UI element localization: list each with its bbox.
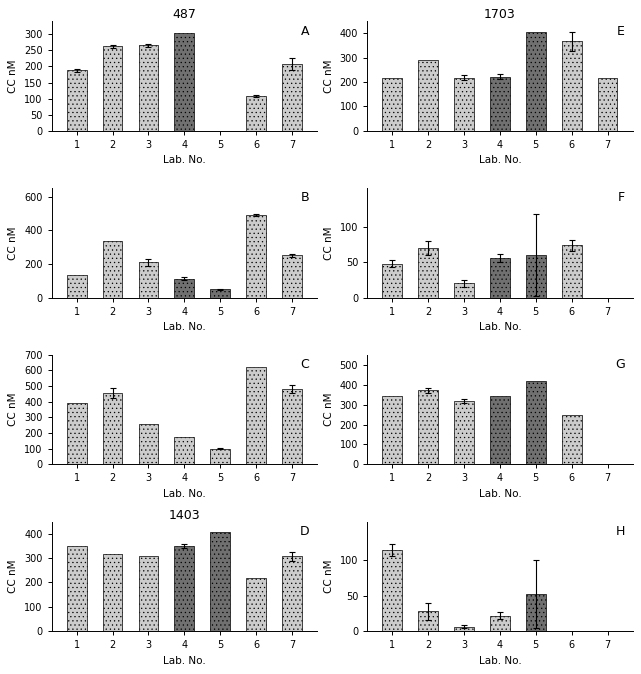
Title: 1403: 1403 xyxy=(169,509,200,522)
Text: A: A xyxy=(301,25,309,38)
Bar xyxy=(246,367,266,464)
Text: F: F xyxy=(617,191,625,204)
Bar xyxy=(454,401,474,464)
Text: D: D xyxy=(299,525,309,538)
Bar xyxy=(210,532,230,631)
Bar xyxy=(103,393,122,464)
Bar xyxy=(490,77,510,131)
Bar xyxy=(383,396,402,464)
Y-axis label: CC nM: CC nM xyxy=(8,226,19,259)
Bar xyxy=(103,47,122,131)
Bar xyxy=(174,278,194,297)
Bar xyxy=(526,32,545,131)
Text: E: E xyxy=(617,25,625,38)
X-axis label: Lab. No.: Lab. No. xyxy=(479,322,521,332)
X-axis label: Lab. No.: Lab. No. xyxy=(163,656,206,666)
X-axis label: Lab. No.: Lab. No. xyxy=(479,656,521,666)
Bar xyxy=(419,611,438,631)
Bar xyxy=(103,241,122,297)
Y-axis label: CC nM: CC nM xyxy=(8,559,19,593)
Title: 487: 487 xyxy=(172,8,196,22)
Bar xyxy=(562,41,581,131)
Bar xyxy=(246,96,266,131)
Bar xyxy=(174,547,194,631)
Bar xyxy=(282,390,302,464)
Y-axis label: CC nM: CC nM xyxy=(8,393,19,427)
Text: B: B xyxy=(301,191,309,204)
Bar xyxy=(67,547,87,631)
Bar xyxy=(138,424,158,464)
Bar xyxy=(246,578,266,631)
Bar xyxy=(383,550,402,631)
Bar xyxy=(526,594,545,631)
Bar xyxy=(454,284,474,297)
Y-axis label: CC nM: CC nM xyxy=(324,559,334,593)
Bar xyxy=(490,396,510,464)
X-axis label: Lab. No.: Lab. No. xyxy=(479,156,521,165)
Bar xyxy=(246,215,266,297)
Bar xyxy=(526,255,545,297)
Bar xyxy=(282,556,302,631)
Bar xyxy=(138,556,158,631)
Bar xyxy=(174,32,194,131)
Bar xyxy=(454,78,474,131)
Y-axis label: CC nM: CC nM xyxy=(324,393,334,427)
Bar xyxy=(597,78,617,131)
Bar xyxy=(282,255,302,297)
X-axis label: Lab. No.: Lab. No. xyxy=(163,322,206,332)
Y-axis label: CC nM: CC nM xyxy=(8,59,19,93)
Bar xyxy=(383,78,402,131)
X-axis label: Lab. No.: Lab. No. xyxy=(479,489,521,499)
Bar xyxy=(67,275,87,297)
Text: G: G xyxy=(615,358,625,371)
X-axis label: Lab. No.: Lab. No. xyxy=(163,489,206,499)
Bar xyxy=(419,248,438,297)
Bar xyxy=(210,449,230,464)
Bar xyxy=(138,45,158,131)
Bar xyxy=(383,264,402,297)
Bar xyxy=(419,390,438,464)
Bar xyxy=(562,245,581,297)
Bar xyxy=(138,262,158,297)
Y-axis label: CC nM: CC nM xyxy=(324,59,334,93)
Bar xyxy=(419,60,438,131)
Bar xyxy=(67,402,87,464)
Bar xyxy=(282,64,302,131)
Y-axis label: CC nM: CC nM xyxy=(324,226,334,259)
Bar xyxy=(562,415,581,464)
Title: 1703: 1703 xyxy=(484,8,516,22)
Text: C: C xyxy=(301,358,309,371)
Bar xyxy=(174,437,194,464)
Bar xyxy=(490,615,510,631)
Bar xyxy=(210,289,230,297)
Bar xyxy=(490,258,510,297)
Bar xyxy=(526,381,545,464)
Bar xyxy=(454,627,474,631)
Text: H: H xyxy=(615,525,625,538)
Bar xyxy=(67,70,87,131)
X-axis label: Lab. No.: Lab. No. xyxy=(163,156,206,165)
Bar xyxy=(103,554,122,631)
